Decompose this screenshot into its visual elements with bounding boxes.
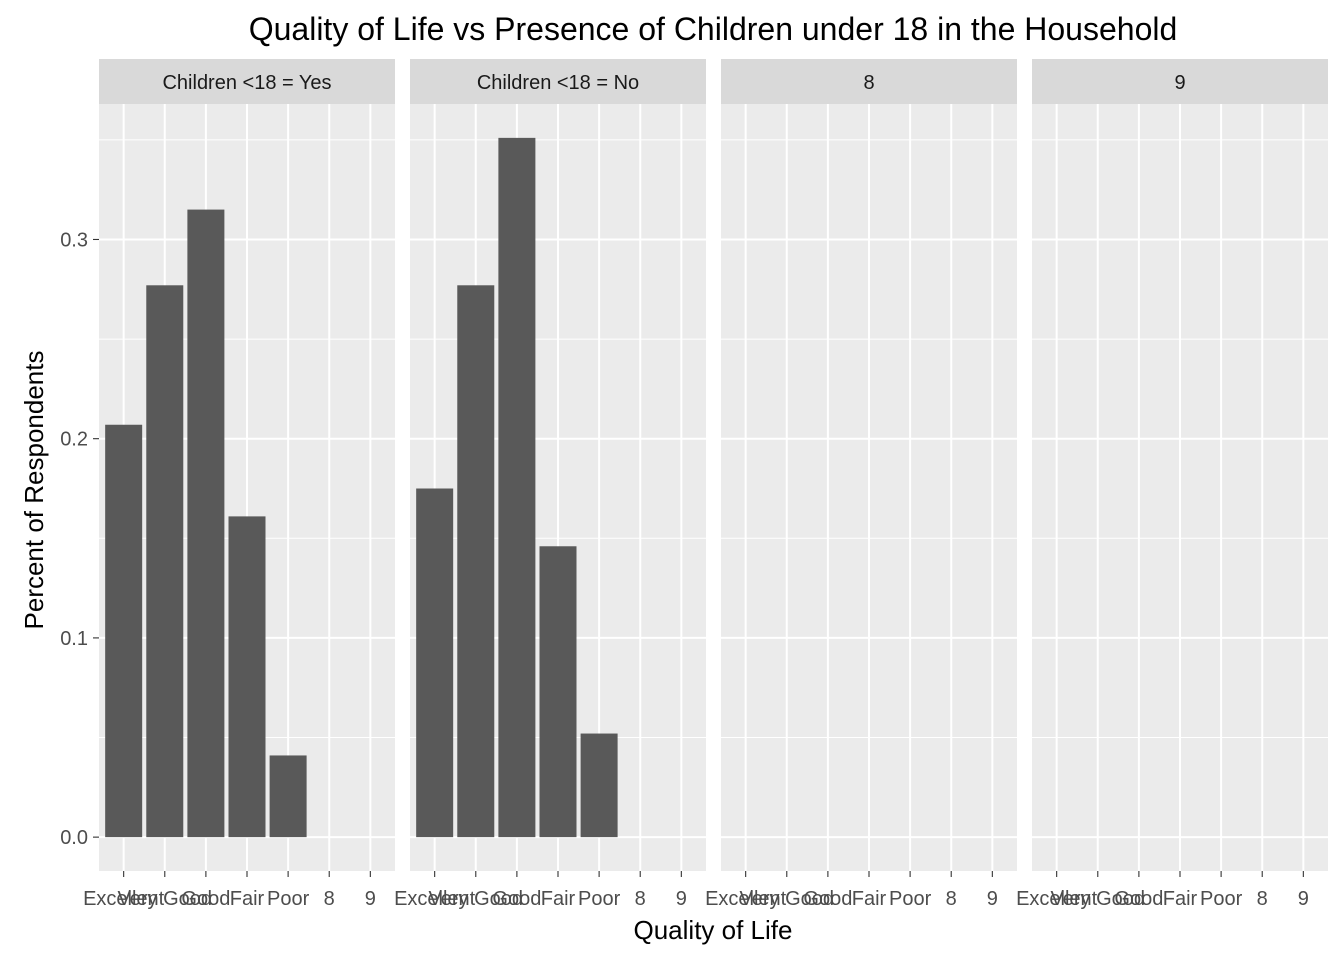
bar (146, 285, 184, 838)
bar (457, 285, 495, 838)
facet-strip (1032, 59, 1328, 104)
x-tick-label: Poor (267, 888, 310, 910)
x-tick-label: Fair (852, 888, 887, 910)
bar (498, 137, 536, 838)
y-axis-title: Percent of Respondents (19, 351, 49, 630)
facet-strip-label: 9 (1174, 72, 1185, 94)
facet-strip (721, 59, 1017, 104)
bar (105, 424, 143, 838)
x-tick-label: Good (181, 888, 230, 910)
x-tick-label: Fair (541, 888, 576, 910)
facet-strip (99, 59, 395, 104)
x-tick-label: Good (1114, 888, 1163, 910)
bar (269, 755, 307, 838)
y-tick-label: 0.3 (60, 229, 88, 251)
x-tick-label: Very Good (1051, 888, 1146, 910)
x-tick-label: 9 (676, 888, 687, 910)
x-tick-label: Fair (1163, 888, 1198, 910)
bar (187, 209, 225, 838)
facet-strip-label: 8 (863, 72, 874, 94)
x-tick-label: 8 (946, 888, 957, 910)
x-tick-label: Very Good (429, 888, 524, 910)
x-tick-label: Fair (230, 888, 265, 910)
x-tick-label: Excellent (1016, 888, 1098, 910)
x-tick-label: 9 (1298, 888, 1309, 910)
facet-strip (410, 59, 706, 104)
x-tick-label: 9 (365, 888, 376, 910)
y-tick-label: 0.0 (60, 827, 88, 849)
x-tick-label: Excellent (394, 888, 476, 910)
x-tick-label: Good (492, 888, 541, 910)
chart-title: Quality of Life vs Presence of Children … (249, 11, 1178, 47)
x-tick-label: Poor (1200, 888, 1243, 910)
x-tick-label: 9 (987, 888, 998, 910)
bar (580, 733, 618, 838)
bar (539, 546, 577, 838)
x-tick-label: Poor (578, 888, 621, 910)
x-tick-label: Excellent (83, 888, 165, 910)
x-tick-label: 8 (1257, 888, 1268, 910)
bar (416, 488, 454, 838)
x-tick-label: Good (803, 888, 852, 910)
x-axis-title: Quality of Life (634, 915, 793, 945)
x-tick-label: 8 (324, 888, 335, 910)
x-tick-label: Excellent (705, 888, 787, 910)
x-tick-label: Very Good (118, 888, 213, 910)
bar (228, 516, 266, 838)
x-tick-label: Poor (889, 888, 932, 910)
x-tick-label: 8 (635, 888, 646, 910)
facet-strip-label: Children <18 = Yes (162, 72, 331, 94)
y-tick-label: 0.1 (60, 628, 88, 650)
facet-strip-label: Children <18 = No (477, 72, 639, 94)
y-tick-label: 0.2 (60, 429, 88, 451)
x-tick-label: Very Good (740, 888, 835, 910)
